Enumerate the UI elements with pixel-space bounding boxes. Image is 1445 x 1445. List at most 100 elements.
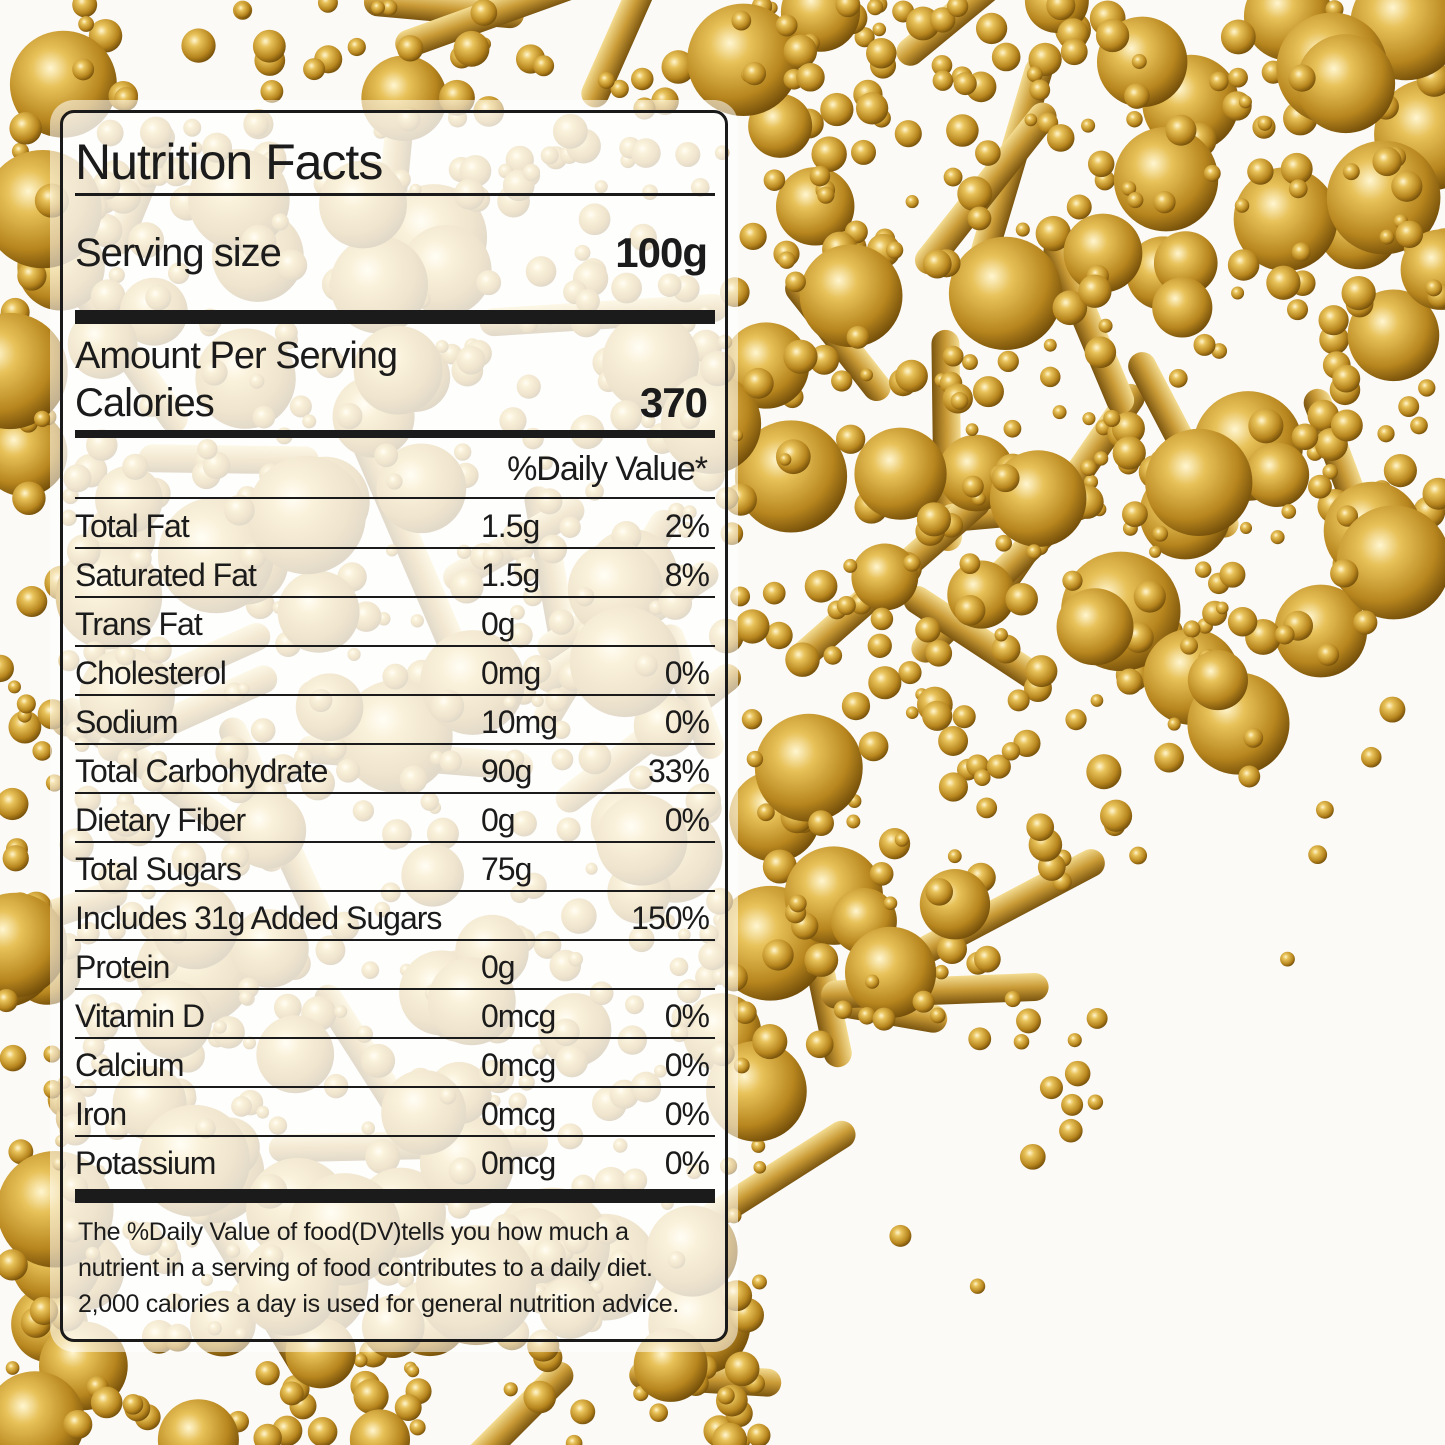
title: Nutrition Facts	[75, 134, 383, 190]
nutrient-dv: 0%	[664, 1096, 710, 1132]
sprinkle	[866, 37, 897, 69]
nutrient-name: Total Carbohydrate	[75, 753, 328, 789]
sprinkle	[1131, 53, 1147, 69]
nutrient-row: Trans Fat 0g	[75, 598, 715, 647]
sprinkle	[1090, 694, 1104, 707]
sprinkle	[1336, 505, 1359, 527]
sprinkle	[731, 10, 752, 31]
sprinkle	[1316, 643, 1340, 666]
sprinkle	[799, 244, 903, 348]
sprinkle	[929, 7, 956, 33]
nutrient-dv: 0%	[664, 802, 710, 838]
sprinkle	[1209, 71, 1229, 92]
sprinkle	[763, 169, 786, 192]
sprinkle	[858, 731, 889, 762]
sprinkle	[5, 1361, 20, 1375]
sprinkle	[0, 654, 14, 683]
sprinkle	[931, 54, 953, 76]
sprinkle	[1121, 501, 1148, 528]
sprinkle	[597, 72, 615, 89]
sprinkle	[252, 29, 286, 63]
nutrient-name: Sodium	[75, 704, 178, 740]
sprinkle	[1377, 425, 1395, 443]
sprinkle	[753, 1160, 767, 1174]
sprinkle	[523, 1380, 557, 1414]
sprinkle	[747, 1423, 771, 1445]
nutrient-row: Cholesterol 0mg 0%	[75, 647, 715, 696]
sprinkle	[631, 67, 654, 91]
nutrient-dv: 0%	[664, 1047, 710, 1083]
sprinkle	[406, 1364, 420, 1378]
sprinkle	[867, 633, 892, 658]
sprinkle	[765, 621, 793, 650]
sprinkle	[991, 634, 1021, 664]
sprinkle	[894, 832, 909, 847]
sprinkle	[872, 22, 887, 37]
sprinkle	[836, 596, 856, 616]
rule	[75, 497, 715, 499]
sprinkle	[0, 989, 18, 1013]
sprinkle	[1280, 951, 1295, 967]
sprinkle	[946, 0, 969, 18]
sprinkle	[974, 945, 1001, 973]
sprinkle	[7, 680, 21, 694]
nutrient-amount: 0g	[481, 802, 516, 838]
sprinkle	[959, 553, 981, 575]
sprinkle	[1418, 379, 1436, 397]
nutrient-row: Total Carbohydrate 90g 33%	[75, 745, 715, 794]
sprinkle	[0, 409, 68, 497]
sprinkle	[975, 140, 1001, 166]
sprinkle	[1024, 113, 1038, 127]
sprinkle	[808, 810, 835, 837]
nutrient-row: Total Fat 1.5g 2%	[75, 500, 715, 549]
footnote-line: 2,000 calories a day is used for general…	[78, 1290, 680, 1318]
sprinkle	[1081, 118, 1096, 133]
nutrient-amount: 0mcg	[481, 1145, 556, 1181]
sprinkle	[1353, 610, 1378, 635]
nutrient-dv: 0%	[664, 704, 710, 740]
sprinkle	[968, 1027, 992, 1051]
sprinkle	[965, 423, 979, 437]
sprinkle	[777, 251, 796, 269]
sprinkle	[846, 325, 870, 349]
sprinkle	[353, 1353, 368, 1368]
sprinkle	[905, 195, 919, 209]
sprinkle	[1016, 1008, 1041, 1034]
sprinkle	[396, 35, 424, 62]
sprinkle	[1360, 746, 1382, 768]
sprinkle	[565, 1434, 583, 1445]
sprinkle	[1001, 742, 1021, 761]
sprinkle	[962, 354, 978, 371]
sprinkle	[570, 1399, 596, 1425]
sprinkle	[1040, 366, 1061, 388]
thick-rule	[75, 310, 715, 324]
sprinkle	[947, 849, 962, 864]
nutrient-dv: 150%	[631, 900, 710, 936]
medium-rule	[75, 430, 715, 438]
sprinkle	[234, 2, 251, 19]
sprinkle	[1425, 279, 1443, 297]
sprinkle	[1098, 318, 1113, 333]
sprinkle	[1084, 336, 1117, 369]
sprinkle	[1347, 289, 1440, 382]
sprinkle	[1099, 799, 1133, 832]
sprinkle	[864, 974, 880, 989]
sprinkle	[1330, 409, 1363, 442]
sprinkle	[1029, 79, 1051, 101]
sprinkle	[1341, 275, 1376, 311]
serving-value: 100g	[615, 229, 708, 276]
sprinkle	[253, 1423, 282, 1445]
nutrition-label: Nutrition Facts Serving size 100g Amount…	[60, 110, 728, 1342]
sprinkle	[1133, 580, 1166, 613]
sprinkle	[1257, 116, 1273, 131]
sprinkle	[1291, 242, 1311, 262]
sprinkle	[858, 1007, 876, 1025]
nutrient-amount: 75g	[481, 851, 532, 887]
sprinkle	[1203, 164, 1221, 182]
sprinkle	[260, 79, 284, 103]
sprinkle	[307, 1417, 338, 1445]
sprinkle	[835, 0, 861, 18]
sprinkle	[762, 581, 786, 605]
sprinkle	[1379, 696, 1406, 723]
sprinkle	[860, 368, 873, 382]
